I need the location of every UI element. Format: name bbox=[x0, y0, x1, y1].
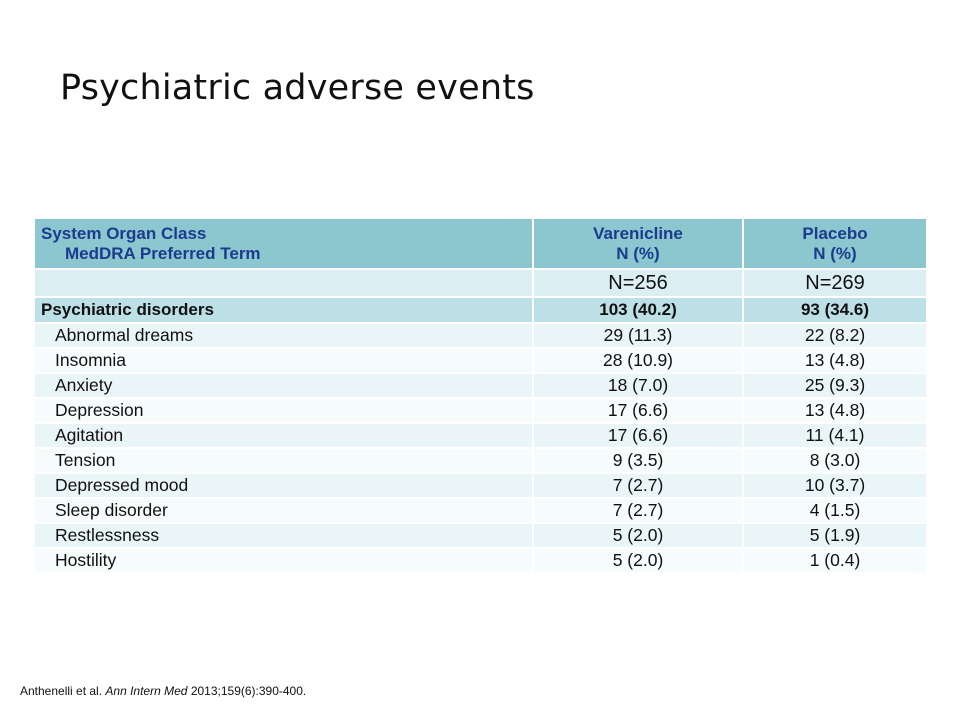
row-varenicline: 17 (6.6) bbox=[532, 422, 744, 449]
row-varenicline: 5 (2.0) bbox=[532, 547, 744, 574]
sample-size-term bbox=[33, 268, 534, 298]
table-header-row: System Organ Class MedDRA Preferred Term… bbox=[33, 217, 928, 270]
citation-authors: Anthenelli et al. bbox=[20, 684, 103, 698]
sample-size-row: N=256 N=269 bbox=[33, 268, 928, 298]
header-placebo-line1: Placebo bbox=[802, 223, 868, 243]
table-row: Anxiety 18 (7.0) 25 (9.3) bbox=[33, 372, 928, 399]
row-placebo: 22 (8.2) bbox=[742, 322, 928, 349]
header-varenicline-line2: N (%) bbox=[616, 243, 660, 263]
header-placebo: Placebo N (%) bbox=[742, 217, 928, 270]
row-varenicline: 29 (11.3) bbox=[532, 322, 744, 349]
header-placebo-line2: N (%) bbox=[813, 243, 857, 263]
row-varenicline: 5 (2.0) bbox=[532, 522, 744, 549]
table-row: Tension 9 (3.5) 8 (3.0) bbox=[33, 447, 928, 474]
slide-title: Psychiatric adverse events bbox=[60, 68, 535, 108]
header-term-line1: System Organ Class bbox=[41, 223, 207, 243]
category-row: Psychiatric disorders 103 (40.2) 93 (34.… bbox=[33, 296, 928, 324]
table-row: Depressed mood 7 (2.7) 10 (3.7) bbox=[33, 472, 928, 499]
header-varenicline: Varenicline N (%) bbox=[532, 217, 744, 270]
row-placebo: 4 (1.5) bbox=[742, 497, 928, 524]
row-varenicline: 9 (3.5) bbox=[532, 447, 744, 474]
category-term: Psychiatric disorders bbox=[33, 296, 534, 324]
table-row: Depression 17 (6.6) 13 (4.8) bbox=[33, 397, 928, 424]
row-term: Tension bbox=[33, 447, 534, 474]
row-term: Hostility bbox=[33, 547, 534, 574]
row-varenicline: 18 (7.0) bbox=[532, 372, 744, 399]
row-placebo: 5 (1.9) bbox=[742, 522, 928, 549]
citation-journal: Ann Intern Med bbox=[105, 684, 188, 698]
row-placebo: 1 (0.4) bbox=[742, 547, 928, 574]
citation: Anthenelli et al. Ann Intern Med 2013;15… bbox=[20, 684, 306, 698]
header-varenicline-line1: Varenicline bbox=[593, 223, 683, 243]
row-varenicline: 17 (6.6) bbox=[532, 397, 744, 424]
row-term: Insomnia bbox=[33, 347, 534, 374]
row-placebo: 8 (3.0) bbox=[742, 447, 928, 474]
row-term: Depressed mood bbox=[33, 472, 534, 499]
sample-size-placebo: N=269 bbox=[742, 268, 928, 298]
row-varenicline: 28 (10.9) bbox=[532, 347, 744, 374]
row-placebo: 13 (4.8) bbox=[742, 397, 928, 424]
table-row: Restlessness 5 (2.0) 5 (1.9) bbox=[33, 522, 928, 549]
row-placebo: 10 (3.7) bbox=[742, 472, 928, 499]
row-term: Abnormal dreams bbox=[33, 322, 534, 349]
row-varenicline: 7 (2.7) bbox=[532, 472, 744, 499]
row-varenicline: 7 (2.7) bbox=[532, 497, 744, 524]
adverse-events-table-container: System Organ Class MedDRA Preferred Term… bbox=[33, 217, 928, 574]
row-placebo: 25 (9.3) bbox=[742, 372, 928, 399]
row-placebo: 13 (4.8) bbox=[742, 347, 928, 374]
row-term: Depression bbox=[33, 397, 534, 424]
row-term: Anxiety bbox=[33, 372, 534, 399]
category-varenicline: 103 (40.2) bbox=[532, 296, 744, 324]
header-term-line2: MedDRA Preferred Term bbox=[65, 243, 261, 263]
category-placebo: 93 (34.6) bbox=[742, 296, 928, 324]
sample-size-varenicline: N=256 bbox=[532, 268, 744, 298]
table-row: Agitation 17 (6.6) 11 (4.1) bbox=[33, 422, 928, 449]
adverse-events-table: System Organ Class MedDRA Preferred Term… bbox=[33, 217, 928, 574]
table-row: Insomnia 28 (10.9) 13 (4.8) bbox=[33, 347, 928, 374]
row-term: Agitation bbox=[33, 422, 534, 449]
row-term: Restlessness bbox=[33, 522, 534, 549]
table-row: Sleep disorder 7 (2.7) 4 (1.5) bbox=[33, 497, 928, 524]
table-row: Abnormal dreams 29 (11.3) 22 (8.2) bbox=[33, 322, 928, 349]
table-row: Hostility 5 (2.0) 1 (0.4) bbox=[33, 547, 928, 574]
header-term: System Organ Class MedDRA Preferred Term bbox=[33, 217, 534, 270]
row-term: Sleep disorder bbox=[33, 497, 534, 524]
citation-details: 2013;159(6):390-400. bbox=[190, 684, 307, 698]
row-placebo: 11 (4.1) bbox=[742, 422, 928, 449]
